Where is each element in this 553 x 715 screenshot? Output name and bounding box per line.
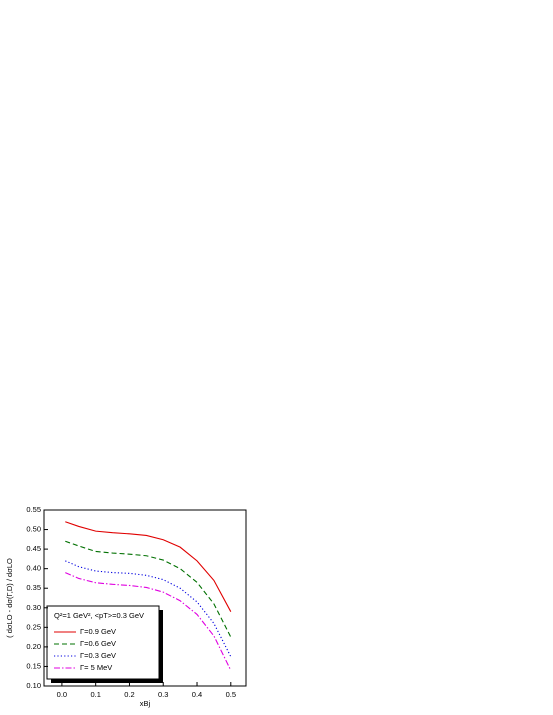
legend-title: Q²=1 GeV², <pT>=0.3 GeV bbox=[54, 611, 144, 620]
y-tick-label: 0.55 bbox=[26, 505, 41, 514]
x-tick-label: 0.5 bbox=[226, 690, 236, 699]
y-tick-label: 0.30 bbox=[26, 603, 41, 612]
x-axis-label: xBj bbox=[140, 699, 151, 708]
y-tick-label: 0.10 bbox=[26, 681, 41, 690]
y-tick-label: 0.20 bbox=[26, 642, 41, 651]
legend-box bbox=[46, 605, 160, 680]
x-tick-label: 0.1 bbox=[90, 690, 100, 699]
y-axis-label: ( dσLO - dσ(Γ,D) / dσLO bbox=[5, 558, 14, 638]
y-tick-label: 0.50 bbox=[26, 525, 41, 534]
legend-label: Γ=0.9 GeV bbox=[80, 627, 116, 636]
x-tick-label: 0.4 bbox=[192, 690, 202, 699]
x-tick-label: 0.2 bbox=[124, 690, 134, 699]
y-tick-label: 0.45 bbox=[26, 544, 41, 553]
y-tick-label: 0.40 bbox=[26, 564, 41, 573]
series-line bbox=[65, 560, 232, 657]
series-line bbox=[65, 572, 232, 671]
legend-label: Γ=0.3 GeV bbox=[80, 651, 116, 660]
series-line bbox=[65, 540, 232, 638]
series-line bbox=[65, 521, 232, 612]
x-tick-label: 0.3 bbox=[158, 690, 168, 699]
legend-label: Γ=0.6 GeV bbox=[80, 639, 116, 648]
plot-frame bbox=[43, 509, 247, 687]
x-tick-label: 0.0 bbox=[57, 690, 67, 699]
legend-label: Γ= 5 MeV bbox=[80, 663, 112, 672]
y-tick-label: 0.35 bbox=[26, 583, 41, 592]
y-tick-label: 0.15 bbox=[26, 661, 41, 670]
y-tick-label: 0.25 bbox=[26, 622, 41, 631]
